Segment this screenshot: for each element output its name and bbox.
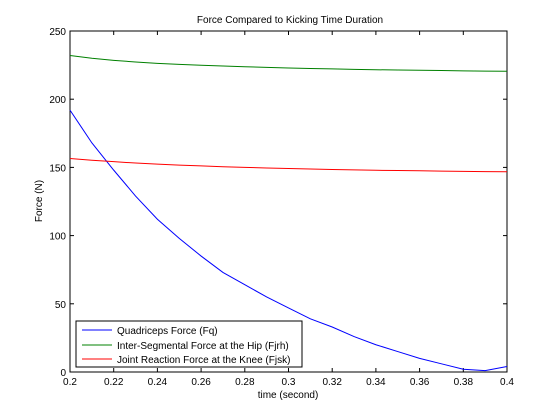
series-line-hip	[69, 55, 508, 72]
legend-box	[75, 320, 303, 368]
plot-frame	[69, 30, 508, 373]
y-axis-label: Force (N)	[34, 180, 45, 222]
x-tick-label: 0.28	[235, 377, 255, 388]
y-tick-label: 50	[55, 300, 67, 311]
x-tick-label: 0.32	[322, 377, 342, 388]
y-tick-label: 0	[60, 368, 66, 379]
series-lines	[69, 55, 508, 372]
series-line-knee	[69, 158, 508, 173]
y-tick-label: 200	[49, 95, 66, 106]
x-tick-label: 0.2	[63, 377, 77, 388]
x-tick-label: 0.4	[500, 377, 514, 388]
x-axis-ticks: 0.2 0.22 0.24 0.26 0.28 0.3 0.32 0.34 0.36 0.38 0.…	[63, 31, 514, 388]
x-tick-label: 0.3	[282, 377, 296, 388]
y-tick-label: 150	[49, 163, 66, 174]
x-tick-label: 0.34	[366, 377, 386, 388]
legend-label-knee: Joint Reaction Force at the Knee (Fjsk)	[117, 355, 290, 366]
x-tick-label: 0.22	[104, 377, 124, 388]
series-line-quadriceps	[69, 109, 508, 372]
plot-area: 0.2 0.22 0.24 0.26 0.28 0.3 0.32 0.34 0.36 0.38 0.…	[49, 27, 514, 388]
x-tick-label: 0.36	[410, 377, 430, 388]
y-tick-label: 100	[49, 232, 66, 243]
x-tick-label: 0.38	[454, 377, 474, 388]
x-tick-label: 0.26	[191, 377, 211, 388]
legend-label-quadriceps: Quadriceps Force (Fq)	[117, 326, 218, 337]
y-tick-label: 250	[49, 27, 66, 38]
legend: Quadriceps Force (Fq) Inter-Segmental Fo…	[75, 320, 303, 368]
chart-title: Force Compared to Kicking Time Duration	[197, 15, 383, 26]
x-tick-label: 0.24	[148, 377, 168, 388]
y-axis-ticks: 0 50 100 150 200 250	[49, 27, 507, 379]
legend-label-hip: Inter-Segmental Force at the Hip (Fjrh)	[117, 341, 289, 352]
x-axis-label: time (second)	[258, 390, 319, 401]
